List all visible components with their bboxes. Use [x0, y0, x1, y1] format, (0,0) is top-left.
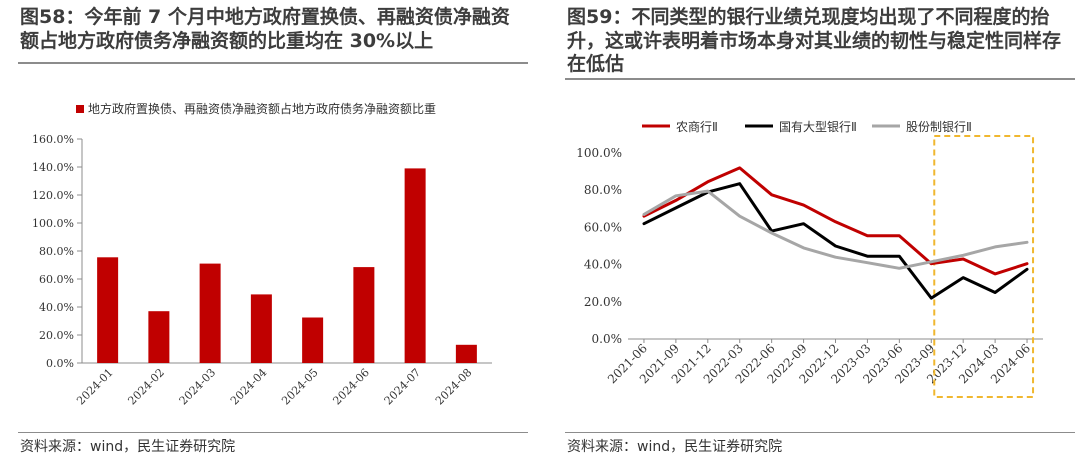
- series-line: [642, 166, 1029, 276]
- left-source-note: 资料来源：wind，民生证券研究院: [20, 439, 236, 455]
- left-figure-panel: 图58：今年前 7 个月中地方政府置换债、再融资债净融资额占地方政府债务净融资额…: [18, 6, 528, 455]
- y-tick-label: 120.0%: [32, 189, 74, 202]
- y-tick-label: 80.0%: [584, 183, 622, 197]
- series-line: [642, 182, 1029, 300]
- right-title-rule: [565, 78, 1075, 80]
- bar: [199, 263, 221, 363]
- x-tick-label: 2024-04: [228, 366, 270, 408]
- right-source-rule: [565, 432, 1075, 433]
- right-figure-panel: 图59：不同类型的银行业绩兑现度均出现了不同程度的抬升，这或许表明着市场本身对其…: [555, 0, 1080, 459]
- bar: [148, 311, 170, 363]
- y-tick-label: 100.0%: [32, 217, 74, 230]
- x-tick-label: 2024-05: [279, 366, 321, 408]
- y-tick-label: 160.0%: [32, 133, 74, 146]
- y-tick-label: 60.0%: [584, 220, 622, 234]
- y-tick-label: 140.0%: [32, 161, 74, 174]
- y-tick-label: 0.0%: [592, 332, 623, 346]
- left-source-rule: [18, 432, 528, 433]
- bar: [353, 267, 375, 363]
- x-tick-label: 2024-07: [382, 366, 424, 408]
- y-tick-label: 20.0%: [39, 329, 74, 342]
- x-tick-label: 2024-08: [433, 366, 475, 408]
- bar: [302, 317, 324, 363]
- y-tick-label: 40.0%: [584, 258, 622, 272]
- y-tick-label: 100.0%: [576, 146, 622, 160]
- x-tick-label: 2024-03: [177, 366, 219, 408]
- y-tick-label: 0.0%: [46, 357, 74, 370]
- bar: [455, 344, 477, 363]
- x-tick-label: 2024-06: [330, 366, 372, 408]
- left-title-rule: [18, 62, 528, 64]
- x-tick-label: 2024-01: [74, 366, 116, 408]
- right-figure-title: 图59：不同类型的银行业绩兑现度均出现了不同程度的抬升，这或许表明着市场本身对其…: [567, 6, 1062, 75]
- legend-label: 国有大型银行Ⅱ: [779, 120, 857, 134]
- left-figure-title: 图58：今年前 7 个月中地方政府置换债、再融资债净融资额占地方政府债务净融资额…: [20, 6, 510, 52]
- x-tick-label: 2024-02: [125, 366, 167, 408]
- legend-swatch: [76, 105, 84, 113]
- legend-label: 地方政府置换债、再融资债净融资额占地方政府债务净融资额比重: [88, 101, 436, 116]
- y-tick-label: 60.0%: [39, 273, 74, 286]
- legend-label: 股份制银行Ⅱ: [906, 120, 972, 134]
- bar: [250, 294, 272, 363]
- y-tick-label: 80.0%: [39, 245, 74, 258]
- y-tick-label: 40.0%: [39, 301, 74, 314]
- bar-chart: 0.0% 20.0% 40.0% 60.0% 80.0% 100.0% 120.0% 140.…: [32, 101, 492, 408]
- y-tick-label: 20.0%: [584, 295, 622, 309]
- line-chart: 0.0%20.0%40.0%60.0%80.0%100.0%2021-06202…: [576, 119, 1043, 398]
- legend-label: 农商行Ⅱ: [676, 119, 718, 134]
- bar: [404, 168, 426, 363]
- right-source-note: 资料来源：wind，民生证券研究院: [567, 439, 783, 455]
- series-line: [642, 189, 1029, 270]
- bar: [97, 257, 119, 363]
